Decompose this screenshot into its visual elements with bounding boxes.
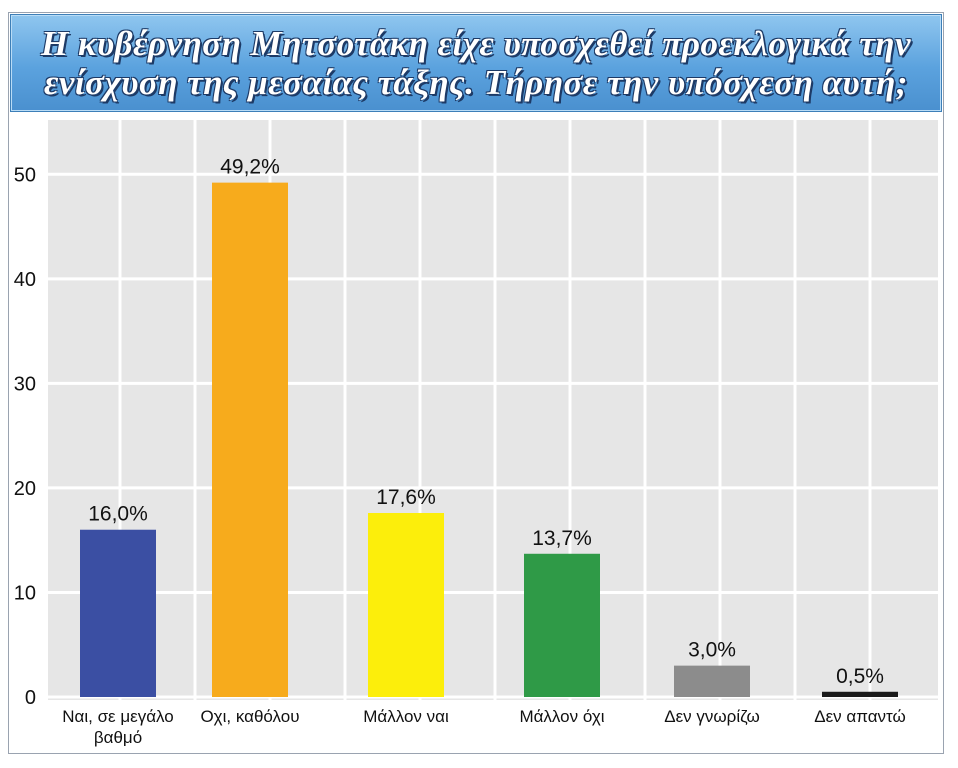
y-tick-label: 50	[14, 164, 36, 186]
bar	[368, 513, 444, 697]
data-label: 49,2%	[220, 156, 280, 179]
data-label: 16,0%	[88, 503, 148, 526]
x-category-label-line: βαθμό	[93, 728, 143, 747]
x-category-label: Οχι, καθόλου	[175, 706, 325, 727]
x-category-label: Δεν απαντώ	[785, 706, 935, 727]
chart-title-banner: Η κυβέρνηση Μητσοτάκη είχε υποσχεθεί προ…	[10, 14, 942, 112]
data-label: 0,5%	[836, 665, 884, 688]
data-label: 17,6%	[376, 486, 436, 509]
x-category-label-line: Μάλλον ναι	[363, 707, 449, 726]
bar	[822, 691, 898, 697]
x-category-label-line: Οχι, καθόλου	[200, 707, 300, 726]
chart-title-line-1: Η κυβέρνηση Μητσοτάκη είχε υποσχεθεί προ…	[41, 24, 911, 63]
bar	[80, 529, 156, 697]
data-label: 13,7%	[532, 527, 592, 550]
bar	[212, 182, 288, 698]
bar	[674, 665, 750, 697]
y-tick-label: 40	[14, 269, 36, 291]
x-category-label: Δεν γνωρίζω	[637, 706, 787, 727]
x-category-label: Μάλλον ναι	[331, 706, 481, 727]
y-tick-label: 20	[14, 478, 36, 500]
y-tick-label: 30	[14, 373, 36, 395]
x-category-label-line: Ναι, σε μεγάλο	[62, 707, 174, 726]
x-category-label: Ναι, σε μεγάλο βαθμό	[43, 706, 193, 748]
y-tick-label: 10	[14, 582, 36, 604]
x-category-label-line: Δεν απαντώ	[814, 707, 906, 726]
chart-title: Η κυβέρνηση Μητσοτάκη είχε υποσχεθεί προ…	[11, 24, 941, 102]
x-category-label-line: Μάλλον όχι	[519, 707, 605, 726]
x-category-label: Μάλλον όχι	[487, 706, 637, 727]
bar	[524, 553, 600, 697]
chart-title-line-2: ενίσχυση της μεσαίας τάξης. Τήρησε την υ…	[43, 63, 909, 102]
data-label: 3,0%	[688, 639, 736, 662]
x-category-label-line: Δεν γνωρίζω	[664, 707, 760, 726]
y-tick-label: 0	[25, 687, 36, 709]
